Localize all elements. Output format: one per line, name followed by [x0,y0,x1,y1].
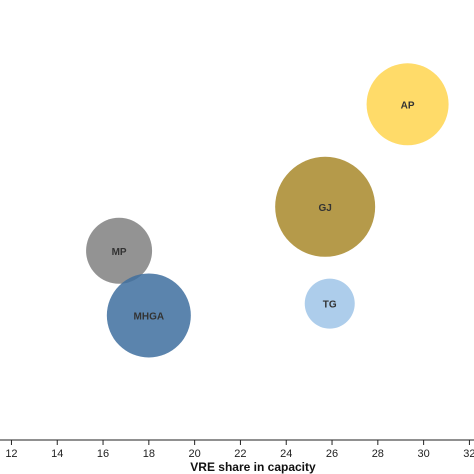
x-tick-label: 24 [280,448,292,460]
x-tick-label: 18 [143,448,155,460]
x-axis-title: VRE share in capacity [190,460,316,474]
bubble-labels-layer: AP GJ MP MHGA TG [112,100,415,322]
x-ticks-layer: 12 14 16 18 20 22 24 26 28 30 32 [5,440,474,460]
bubble-tg [304,278,355,329]
bubble-gj [275,156,376,257]
x-tick-label: 22 [234,448,246,460]
x-tick-label: 28 [372,448,384,460]
bubble-label-gj: GJ [318,203,331,214]
bubble-label-ap: AP [401,100,415,111]
bubble-mhga [106,273,191,358]
x-tick-label: 12 [5,448,17,460]
x-tick-label: 26 [326,448,338,460]
x-tick-label: 30 [417,448,429,460]
x-tick-label: 14 [51,448,63,460]
x-tick-label: 32 [463,448,474,460]
bubble-label-tg: TG [323,300,337,311]
bubble-mp [86,217,153,284]
x-tick-label: 16 [97,448,109,460]
bubble-ap [366,63,449,146]
x-tick-label: 20 [189,448,201,460]
bubble-label-mhga: MHGA [134,311,165,322]
bubbles-layer [86,63,449,358]
bubble-label-mp: MP [112,247,127,258]
